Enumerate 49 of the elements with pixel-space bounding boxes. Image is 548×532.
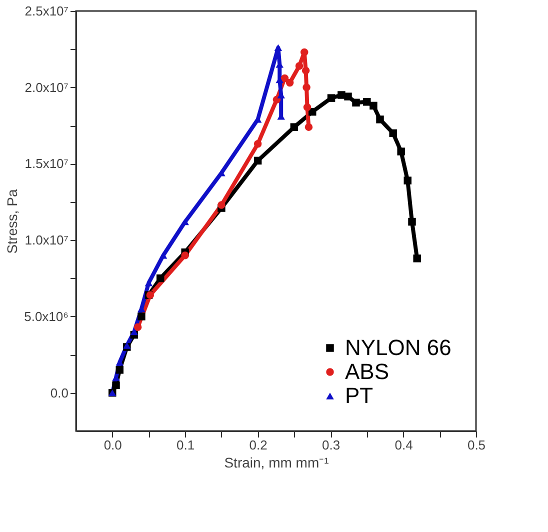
point <box>389 129 397 138</box>
point <box>254 140 262 148</box>
legend-label: ABS <box>345 359 390 384</box>
x-tick-label: 0.2 <box>249 438 268 452</box>
point <box>304 123 313 131</box>
x-tick-label: 0.1 <box>176 438 195 452</box>
point <box>303 103 312 112</box>
y-tick-label: 2.5x10⁷ <box>24 4 69 18</box>
point <box>130 328 138 336</box>
point <box>280 74 289 82</box>
y-tick-label: 5.0x10⁶ <box>24 308 68 324</box>
point <box>352 98 360 107</box>
point <box>363 98 371 106</box>
point <box>300 48 308 56</box>
point <box>274 44 282 52</box>
legend-label: NYLON 66 <box>345 335 452 360</box>
x-tick-label: 0.3 <box>322 438 340 452</box>
point <box>408 218 416 226</box>
point <box>181 252 189 260</box>
x-tick-label: 0.5 <box>467 438 486 452</box>
point <box>116 366 124 374</box>
point <box>376 116 384 124</box>
point <box>413 254 421 262</box>
y-tick-label: 1.5x10⁷ <box>24 156 69 172</box>
x-tick-label: 0.4 <box>394 438 413 452</box>
y-tick-label: 2.0x10⁷ <box>24 80 69 95</box>
y-tick-label: 0.0 <box>50 385 68 400</box>
point <box>286 78 294 87</box>
point <box>404 176 412 184</box>
point <box>397 148 405 156</box>
point <box>344 92 352 100</box>
legend-label: PT <box>345 383 374 408</box>
x-tick-label: 0.0 <box>104 438 122 452</box>
point <box>112 381 120 390</box>
y-tick-label: 1.0x10⁷ <box>24 232 69 248</box>
point <box>156 274 164 282</box>
point <box>370 102 378 110</box>
x-axis-title: Strain, mm mm⁻¹ <box>224 454 330 470</box>
y-axis-title: Stress, Pa <box>4 189 20 254</box>
point <box>218 201 226 209</box>
point <box>302 84 310 92</box>
point <box>327 94 336 102</box>
point <box>159 252 168 259</box>
point <box>254 156 262 165</box>
point <box>138 312 146 320</box>
point <box>290 123 298 131</box>
point <box>134 323 142 332</box>
point <box>295 62 304 70</box>
point <box>302 66 310 74</box>
